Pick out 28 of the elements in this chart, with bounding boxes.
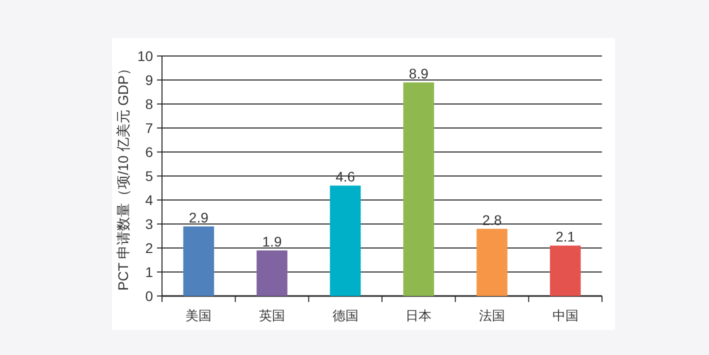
bar bbox=[476, 228, 508, 296]
x-tick-label: 英国 bbox=[259, 308, 285, 323]
y-tick-label: 7 bbox=[145, 120, 154, 136]
x-tick-label: 法国 bbox=[479, 308, 505, 323]
data-label: 1.9 bbox=[262, 233, 282, 250]
y-tick-label: 6 bbox=[145, 144, 154, 160]
y-axis-title: PCT 申请数量（项/10 亿美元 GDP） bbox=[115, 61, 131, 291]
bar bbox=[256, 250, 288, 296]
y-tick-label: 0 bbox=[145, 288, 154, 304]
y-tick-label: 3 bbox=[145, 216, 154, 232]
y-tick-label: 8 bbox=[145, 96, 154, 112]
y-tick-label: 10 bbox=[137, 48, 154, 64]
data-label: 8.9 bbox=[408, 65, 429, 82]
y-tick-label: 2 bbox=[145, 240, 154, 256]
x-tick-label: 美国 bbox=[186, 308, 212, 323]
data-label: 2.1 bbox=[556, 228, 576, 245]
y-tick-label: 1 bbox=[145, 264, 154, 280]
y-tick-label: 4 bbox=[145, 192, 154, 208]
y-tick-label: 9 bbox=[145, 72, 154, 88]
x-tick-label: 中国 bbox=[552, 308, 578, 323]
bar bbox=[403, 82, 434, 296]
y-tick-label: 5 bbox=[145, 168, 154, 184]
bar bbox=[183, 226, 214, 296]
x-tick-label: 日本 bbox=[406, 308, 432, 323]
bar bbox=[330, 186, 361, 296]
x-tick-label: 德国 bbox=[332, 308, 358, 323]
bar bbox=[550, 246, 581, 296]
data-label: 2.9 bbox=[188, 209, 209, 226]
